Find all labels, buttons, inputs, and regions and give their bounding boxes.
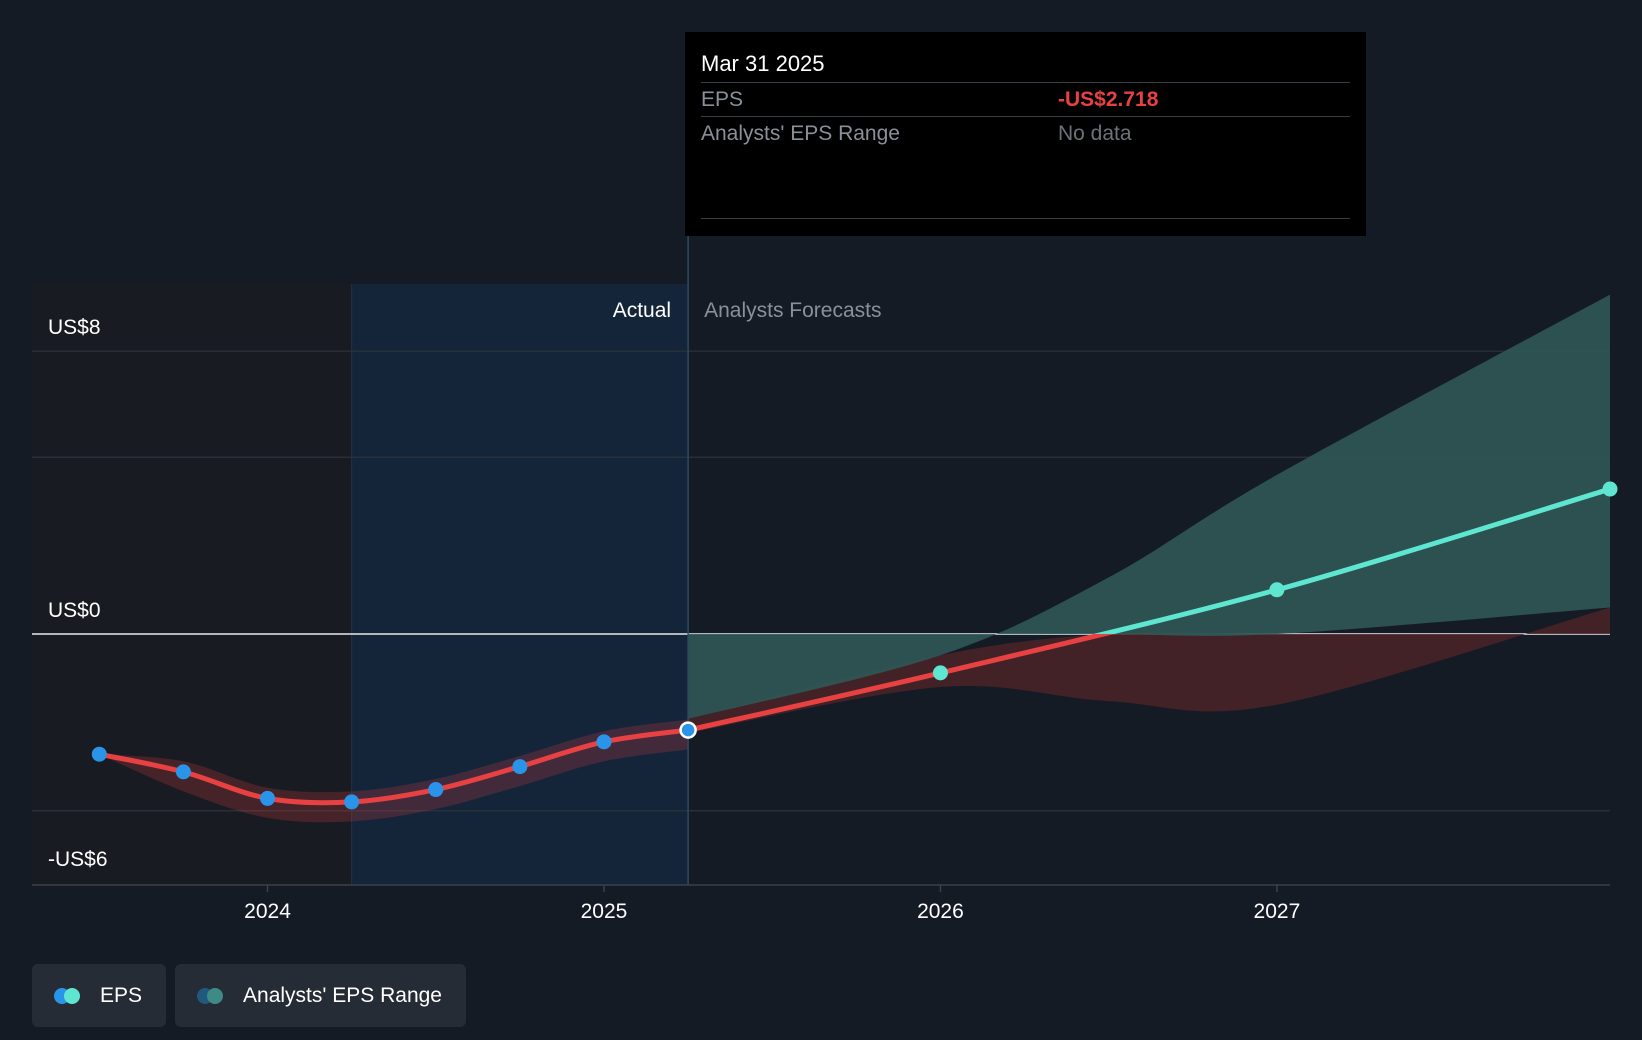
chart-legend: EPS Analysts' EPS Range: [32, 964, 466, 1027]
x-tick-label-2: 2026: [917, 900, 964, 923]
negative-eps-range-area: [688, 607, 1610, 733]
y-tick-label-2: -US$6: [48, 848, 108, 871]
eps-actual-point-4[interactable]: [428, 782, 444, 798]
range-legend-icon: [197, 987, 229, 1004]
eps-actual-point-7[interactable]: [679, 721, 697, 739]
tooltip-row-range: Analysts' EPS Range No data: [701, 116, 1350, 150]
tooltip-eps-label: EPS: [701, 88, 744, 111]
eps-forecast-line-negative: [687, 633, 1115, 733]
legend-label-range: Analysts' EPS Range: [243, 983, 442, 1007]
eps-actual-point-3[interactable]: [344, 794, 360, 810]
eps-actual-point-5[interactable]: [512, 759, 528, 775]
hover-tooltip: Mar 31 2025 EPS -US$2.718 Analysts' EPS …: [685, 32, 1366, 236]
tooltip-date: Mar 31 2025: [701, 51, 825, 76]
eps-forecast-point-2[interactable]: [1269, 582, 1285, 598]
forecast-label: Analysts Forecasts: [704, 299, 881, 322]
actual-eps-band: [99, 719, 689, 823]
eps-actual-point-2[interactable]: [260, 790, 276, 806]
tooltip-eps-value: -US$2.718: [1058, 88, 1159, 111]
tooltip-range-label: Analysts' EPS Range: [701, 122, 900, 145]
eps-legend-icon: [54, 987, 86, 1004]
eps-actual-line: [96, 727, 691, 806]
eps-forecast-line-positive: [1093, 486, 1611, 634]
axis-labels: Actual Analysts Forecasts US$8 US$0 -US$6 2…: [48, 299, 1300, 923]
y-tick-label-0: US$8: [48, 316, 101, 339]
tooltip-range-value: No data: [1058, 122, 1132, 145]
eps-forecast-point-3[interactable]: [1602, 481, 1618, 497]
eps-lines: [96, 486, 1611, 806]
legend-label-eps: EPS: [100, 983, 143, 1007]
y-tick-label-1: US$0: [48, 599, 101, 622]
eps-actual-point-0[interactable]: [91, 746, 107, 762]
forecast-eps-range-area: [688, 294, 1610, 719]
eps-actual-point-6[interactable]: [596, 734, 612, 750]
legend-item-range[interactable]: Analysts' EPS Range: [175, 964, 466, 1027]
historical-background: [32, 284, 352, 885]
x-tick-label-3: 2027: [1254, 900, 1301, 923]
eps-actual-point-1[interactable]: [175, 764, 191, 780]
actual-period-region: [351, 284, 689, 885]
actual-label: Actual: [613, 299, 671, 322]
tooltip-row-eps: EPS -US$2.718: [701, 82, 1350, 116]
eps-forecast-point-1[interactable]: [932, 665, 948, 681]
eps-points[interactable]: [91, 481, 1618, 810]
x-tick-label-1: 2025: [581, 900, 628, 923]
x-tick-label-0: 2024: [244, 900, 291, 923]
tooltip-divider: [701, 218, 1350, 219]
legend-item-eps[interactable]: EPS: [32, 964, 167, 1027]
